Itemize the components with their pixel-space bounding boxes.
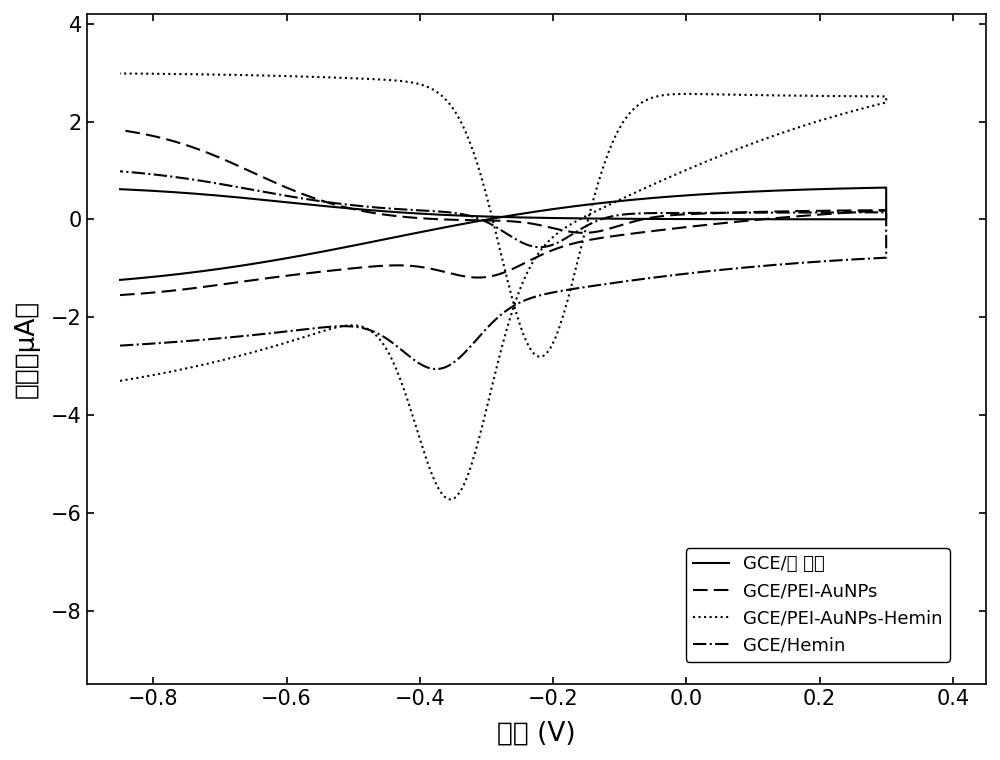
Legend: GCE/裸 电极, GCE/PEI-AuNPs, GCE/PEI-AuNPs-Hemin, GCE/Hemin: GCE/裸 电极, GCE/PEI-AuNPs, GCE/PEI-AuNPs-H… [686, 548, 950, 662]
X-axis label: 电位 (V): 电位 (V) [497, 720, 576, 746]
Y-axis label: 电流（μA）: 电流（μA） [14, 300, 40, 398]
